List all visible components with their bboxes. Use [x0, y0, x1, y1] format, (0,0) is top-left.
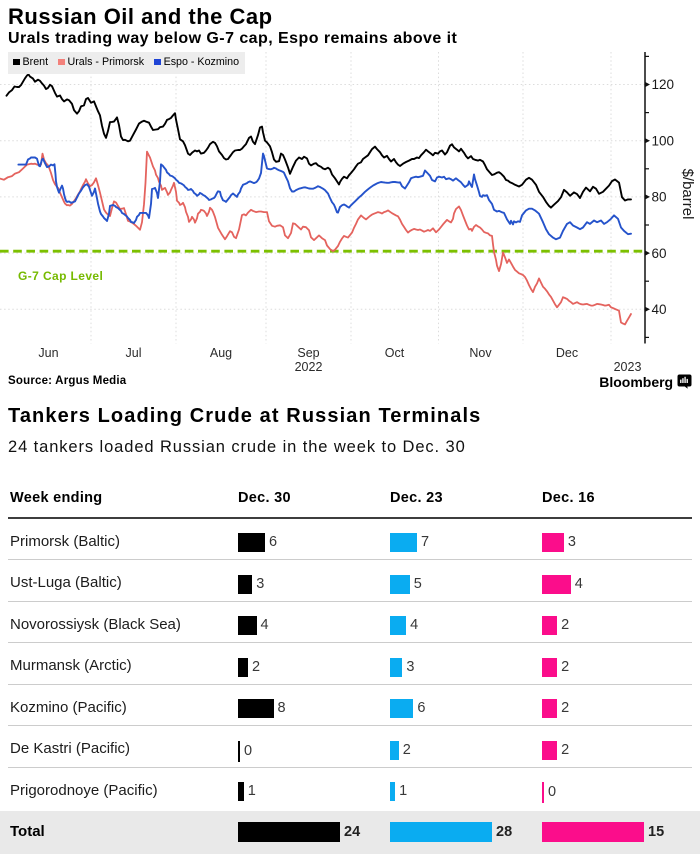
- svg-text:2022: 2022: [295, 360, 323, 374]
- svg-text:Sep: Sep: [297, 346, 319, 360]
- svg-text:Dec: Dec: [556, 346, 578, 360]
- svg-text:$/barrel: $/barrel: [679, 169, 696, 220]
- svg-text:120: 120: [652, 77, 675, 92]
- svg-text:2023: 2023: [614, 360, 642, 374]
- svg-text:Nov: Nov: [469, 346, 492, 360]
- svg-text:G-7 Cap Level: G-7 Cap Level: [18, 269, 103, 283]
- svg-text:100: 100: [652, 133, 675, 148]
- svg-text:60: 60: [652, 246, 667, 261]
- svg-text:Oct: Oct: [385, 346, 405, 360]
- svg-text:80: 80: [652, 190, 667, 205]
- svg-text:Jul: Jul: [126, 346, 142, 360]
- svg-text:Jun: Jun: [38, 346, 58, 360]
- svg-text:40: 40: [652, 302, 667, 317]
- svg-text:Aug: Aug: [210, 346, 232, 360]
